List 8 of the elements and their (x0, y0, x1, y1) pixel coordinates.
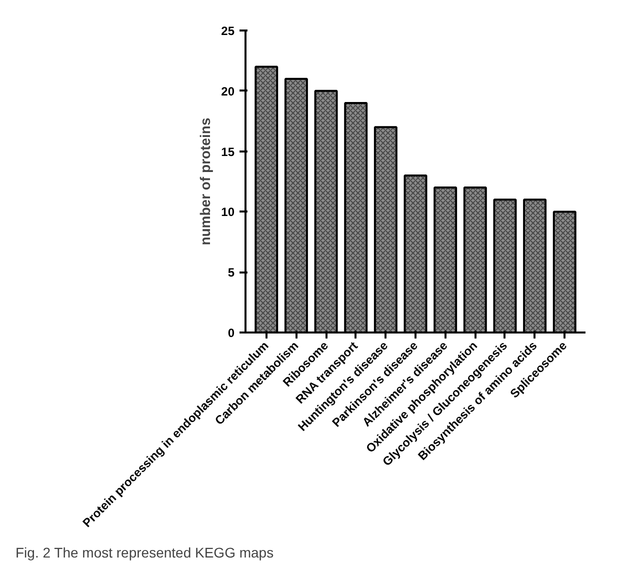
y-tick-label: 5 (228, 266, 235, 280)
caption: Fig. 2 The most represented KEGG maps (16, 544, 274, 560)
y-tick-label: 15 (221, 144, 235, 159)
y-tick-label: 25 (221, 24, 235, 38)
y-axis-title: number of proteins (197, 118, 214, 246)
y-tick-label: 20 (221, 84, 235, 98)
y-tick-label: 0 (228, 326, 235, 340)
y-tick-label: 10 (221, 205, 235, 220)
